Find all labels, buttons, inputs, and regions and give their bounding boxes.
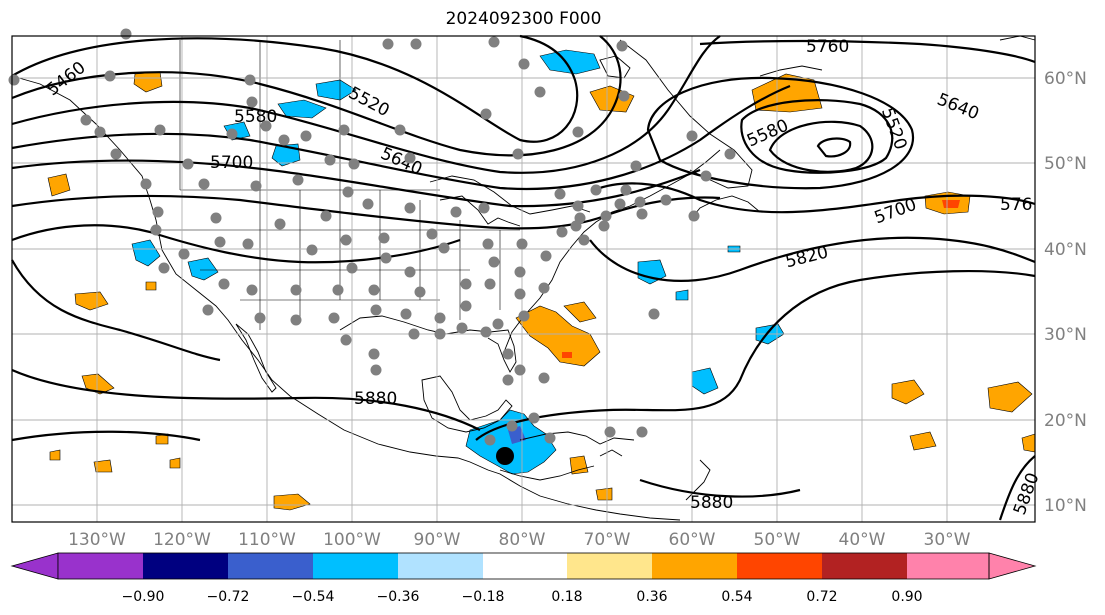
colorbar-bin [228,553,313,579]
lat-label: 30°N [1044,325,1087,345]
colorbar-tick: −0.90 [122,589,165,605]
strong-positive-anomaly-shading [562,200,960,358]
colorbar-max-arrow [988,552,1037,580]
colorbar-bin [737,553,822,579]
colorbar-bin [58,553,143,579]
lat-label: 40°N [1044,240,1087,260]
lon-label: 100°W [323,530,381,550]
lon-label: 90°W [414,530,461,550]
storm-center-marker [496,447,514,465]
colorbar-tick: 0.90 [891,589,922,605]
colorbar-tick: −0.54 [292,589,335,605]
colorbar-bin [822,553,907,579]
lat-label: 20°N [1044,411,1087,431]
contour-label: 576 [1000,195,1032,215]
colorbar-tick: −0.36 [377,589,420,605]
lat-label: 10°N [1044,496,1087,516]
colorbar-min-arrow [10,552,59,580]
colorbar-bin [907,553,989,579]
contour-label: 5700 [210,153,253,173]
colorbar-bin [313,553,398,579]
station-markers [8,28,736,446]
colorbar-bin [143,553,228,579]
lon-label: 110°W [238,530,296,550]
colorbar-tick: 0.18 [551,589,582,605]
map-title: 2024092300 F000 [445,9,602,29]
height-contours [11,34,1036,521]
map-frame [11,35,1036,523]
contour-label: 5880 [690,493,733,513]
colorbar-tick: 0.36 [636,589,667,605]
colorbar-tick: 0.54 [721,589,752,605]
longitude-labels: 130°W 120°W 110°W 100°W 90°W 80°W 70°W 6… [68,530,971,550]
lon-label: 50°W [754,530,801,550]
lon-label: 60°W [669,530,716,550]
colorbar-tick: −0.18 [462,589,505,605]
lat-label: 60°N [1044,69,1087,89]
colorbar-bin [567,553,652,579]
latitude-labels: 60°N 50°N 40°N 30°N 20°N 10°N [1044,69,1087,516]
colorbar [10,552,1037,580]
lat-label: 50°N [1044,154,1087,174]
contour-label: 5760 [806,37,849,57]
colorbar-bin [652,553,737,579]
colorbar-tick-labels: −0.90 −0.72 −0.54 −0.36 −0.18 0.18 0.36 … [122,589,923,605]
state-borders [150,40,520,330]
colorbar-outline [57,552,990,580]
contour-label: 5880 [354,389,397,409]
lon-label: 80°W [499,530,546,550]
colorbar-tick: 0.72 [806,589,837,605]
lon-label: 30°W [924,530,971,550]
colorbar-bin [398,553,483,579]
colorbar-tick: −0.72 [207,589,250,605]
lon-label: 130°W [68,530,126,550]
lon-label: 70°W [584,530,631,550]
lon-label: 120°W [153,530,211,550]
lon-label: 40°W [839,530,886,550]
